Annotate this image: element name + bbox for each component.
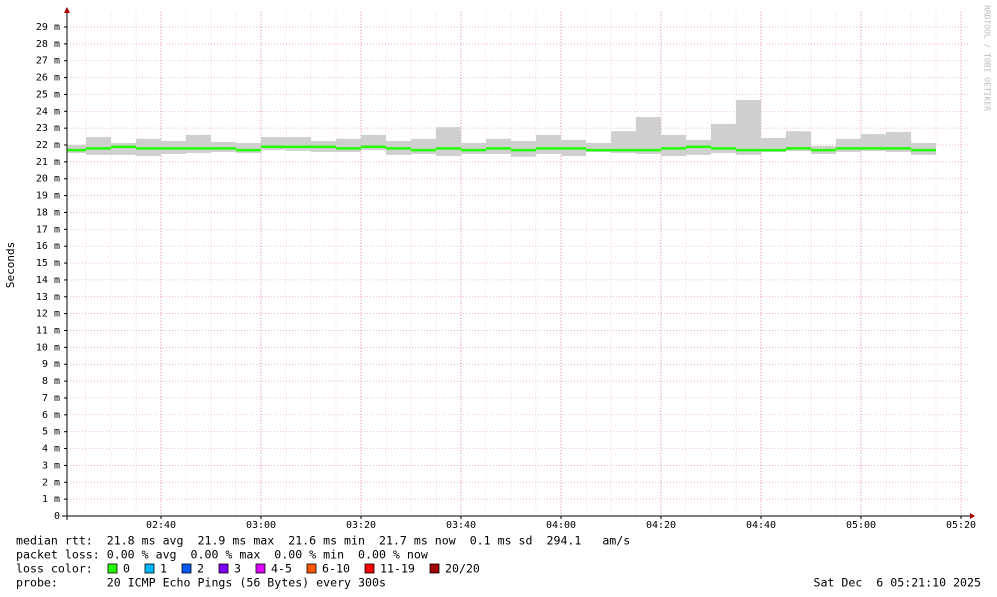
y-tick-label: 19 m [36, 191, 60, 202]
x-tick-label: 03:00 [246, 520, 276, 531]
smoke [486, 138, 511, 154]
loss-swatch [218, 563, 229, 574]
y-tick-label: 1 m [42, 494, 60, 505]
y-tick-label: 20 m [36, 174, 60, 185]
x-tick-label: 03:20 [346, 520, 376, 531]
y-tick-label: 15 m [36, 258, 60, 269]
y-tick-label: 8 m [42, 376, 60, 387]
smoke [611, 131, 636, 153]
smoke [236, 142, 261, 153]
y-tick-label: 23 m [36, 123, 60, 134]
y-tick-label: 3 m [42, 460, 60, 471]
y-tick-label: 7 m [42, 393, 60, 404]
loss-label: 3 [234, 562, 241, 576]
x-tick-label: 02:40 [146, 520, 176, 531]
y-tick-label: 4 m [42, 444, 60, 455]
smoke [536, 134, 561, 154]
loss-swatch [181, 563, 192, 574]
smoke [886, 132, 911, 152]
loss-label: 4-5 [271, 562, 292, 576]
y-tick-label: 22 m [36, 140, 60, 151]
y-axis-arrow [64, 7, 70, 13]
median-rtt: median rtt: 21.8 ms avg 21.9 ms max 21.6… [16, 534, 630, 548]
y-tick-label: 26 m [36, 73, 60, 84]
x-tick-label: 05:00 [846, 520, 876, 531]
smoke [786, 131, 811, 151]
y-tick-label: 28 m [36, 39, 60, 50]
smoke [736, 99, 761, 155]
smoke [761, 137, 786, 152]
y-tick-label: 6 m [42, 410, 60, 421]
loss-label: 1 [160, 562, 167, 576]
loss-swatch [144, 563, 155, 574]
timestamp: Sat Dec 6 05:21:10 2025 [813, 576, 981, 590]
smoke [586, 142, 611, 152]
smoke [636, 117, 661, 154]
smoke [336, 138, 361, 152]
x-tick-label: 04:00 [546, 520, 576, 531]
y-tick-label: 27 m [36, 56, 60, 67]
x-tick-label: 04:40 [746, 520, 776, 531]
y-tick-label: 25 m [36, 89, 60, 100]
x-tick-label: 04:20 [646, 520, 676, 531]
loss-label: 11-19 [380, 562, 415, 576]
y-tick-label: 10 m [36, 342, 60, 353]
y-tick-label: 12 m [36, 309, 60, 320]
smoke [211, 141, 236, 152]
loss-swatch [255, 563, 266, 574]
loss-label: 6-10 [322, 562, 350, 576]
smoke [461, 142, 486, 154]
x-axis-arrow [970, 513, 975, 519]
loss-label: 2 [197, 562, 204, 576]
smoke [111, 142, 136, 155]
y-tick-label: 5 m [42, 427, 60, 438]
smoke [186, 134, 211, 153]
y-tick-label: 18 m [36, 207, 60, 218]
packet-loss: packet loss: 0.00 % avg 0.00 % max 0.00 … [16, 548, 428, 562]
smoke [436, 127, 461, 156]
x-tick-label: 03:40 [446, 520, 476, 531]
smoke [836, 138, 861, 152]
y-tick-label: 14 m [36, 275, 60, 286]
y-axis-label: Seconds [4, 242, 17, 288]
y-tick-label: 2 m [42, 477, 60, 488]
probe: probe: 20 ICMP Echo Pings (56 Bytes) eve… [16, 576, 386, 590]
x-tick-label: 05:20 [946, 520, 976, 531]
loss-label: 20/20 [445, 562, 480, 576]
loss-swatch [429, 563, 440, 574]
loss-swatch [364, 563, 375, 574]
y-tick-label: 0 [54, 511, 60, 522]
y-tick-label: 24 m [36, 106, 60, 117]
loss-label: 0 [123, 562, 130, 576]
watermark: RRDTOOL / TOBI OETIKER [983, 5, 992, 111]
y-tick-label: 13 m [36, 292, 60, 303]
loss-swatch [107, 563, 118, 574]
loss-color-label: loss color: [16, 562, 93, 576]
y-tick-label: 29 m [36, 22, 60, 33]
smoke [86, 136, 111, 155]
smoke [261, 136, 286, 150]
y-tick-label: 9 m [42, 359, 60, 370]
smoke [661, 134, 686, 156]
smoke [411, 138, 436, 154]
y-tick-label: 21 m [36, 157, 60, 168]
y-tick-label: 17 m [36, 224, 60, 235]
loss-swatch [306, 563, 317, 574]
smoke [861, 134, 886, 151]
smoke [286, 136, 311, 151]
y-tick-label: 11 m [36, 326, 60, 337]
y-tick-label: 16 m [36, 241, 60, 252]
